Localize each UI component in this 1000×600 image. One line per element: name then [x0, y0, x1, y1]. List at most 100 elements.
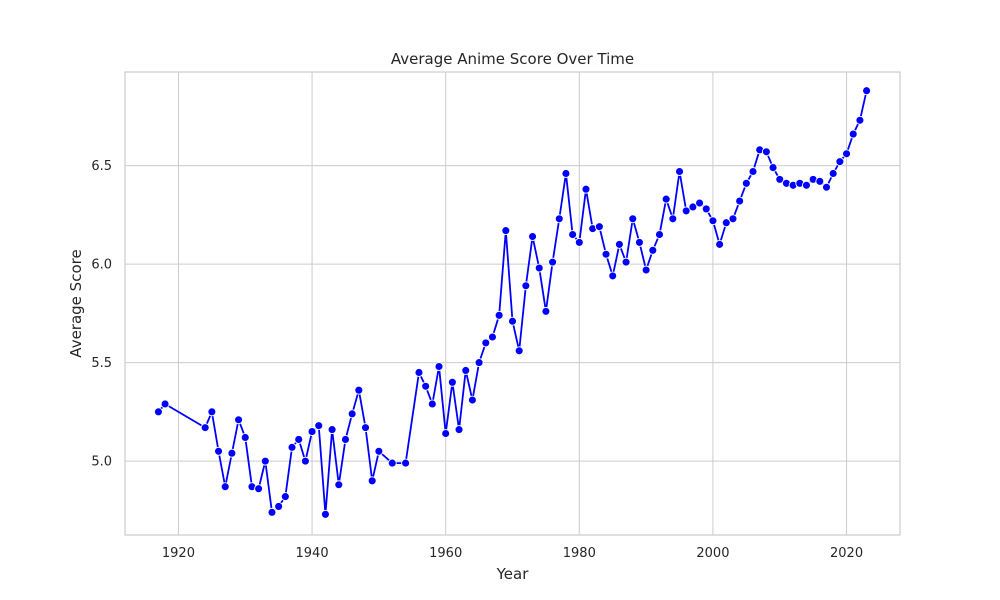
data-point: [855, 115, 865, 125]
data-point: [461, 366, 471, 375]
data-point: [320, 509, 330, 519]
data-point: [661, 194, 671, 204]
data-point: [554, 214, 564, 224]
data-point: [768, 163, 778, 173]
data-point: [775, 174, 785, 184]
data-point: [414, 368, 424, 377]
data-point: [280, 492, 290, 502]
data-point: [541, 306, 551, 316]
data-point: [828, 169, 838, 178]
data-point: [594, 222, 604, 232]
data-point: [374, 446, 384, 456]
x-tick-labels: 1920 1940 1960 1980 2000 2020: [162, 546, 863, 561]
data-point: [815, 176, 825, 186]
data-point: [234, 415, 244, 425]
data-point: [608, 271, 618, 281]
data-point: [735, 196, 745, 206]
data-point: [287, 442, 297, 452]
data-point: [367, 476, 377, 486]
data-point: [467, 395, 477, 405]
data-point: [434, 362, 444, 371]
x-tick-label: 1940: [296, 546, 329, 561]
data-point: [548, 257, 558, 267]
data-point: [300, 456, 310, 466]
data-point: [207, 407, 217, 417]
data-point: [534, 263, 544, 273]
y-axis-title: Average Score: [67, 249, 85, 357]
y-tick-label: 5.5: [91, 356, 112, 371]
data-point: [621, 257, 631, 267]
data-point: [327, 425, 337, 435]
data-point: [401, 458, 411, 468]
data-point: [153, 407, 163, 417]
plot-area: [124, 71, 901, 536]
x-tick-label: 1920: [162, 546, 195, 561]
data-point: [715, 239, 725, 249]
data-point: [641, 265, 651, 275]
data-point: [761, 147, 771, 157]
x-tick-label: 2020: [830, 546, 863, 561]
x-tick-label: 2000: [696, 546, 729, 561]
data-point: [341, 434, 350, 444]
data-point: [454, 425, 464, 435]
data-point: [160, 399, 170, 409]
y-tick-label: 6.5: [91, 159, 112, 174]
data-point: [481, 338, 491, 348]
data-point: [601, 249, 611, 259]
data-point: [741, 178, 751, 188]
data-point: [802, 180, 811, 190]
data-point: [347, 409, 357, 419]
data-point: [695, 198, 705, 208]
data-point: [421, 381, 431, 391]
data-point: [628, 214, 638, 224]
data-point: [447, 377, 457, 387]
data-point: [688, 202, 698, 212]
data-point: [501, 226, 511, 236]
data-point: [581, 184, 591, 194]
x-tick-label: 1980: [563, 546, 596, 561]
data-point: [508, 316, 517, 326]
data-point: [354, 385, 364, 395]
data-point: [728, 214, 738, 224]
data-point: [427, 399, 437, 409]
data-point: [675, 167, 684, 176]
data-point: [240, 433, 250, 442]
data-point: [568, 230, 578, 239]
data-point: [721, 218, 731, 228]
data-point: [842, 149, 852, 159]
data-point: [634, 237, 644, 247]
data-point: [307, 427, 317, 437]
data-point: [668, 214, 678, 224]
chart-title: Average Anime Score Over Time: [391, 50, 634, 68]
data-point: [862, 86, 872, 96]
data-point: [848, 129, 858, 139]
data-point: [254, 484, 264, 494]
data-series: [153, 86, 872, 519]
data-point: [314, 421, 324, 431]
x-tick-label: 1960: [429, 546, 462, 561]
x-axis-title: Year: [496, 565, 530, 583]
data-point: [574, 237, 584, 247]
data-point: [387, 458, 397, 468]
data-point: [267, 507, 277, 517]
data-point: [835, 157, 845, 167]
data-point: [214, 446, 223, 456]
data-point: [220, 482, 230, 492]
data-point: [614, 239, 624, 249]
data-point: [681, 206, 691, 216]
y-tick-label: 5.0: [91, 455, 112, 470]
y-tick-label: 6.0: [91, 258, 112, 273]
data-point: [488, 332, 497, 342]
data-point: [521, 281, 531, 291]
data-point: [441, 429, 451, 438]
data-point: [200, 423, 210, 433]
data-point: [361, 423, 370, 433]
data-point: [748, 167, 758, 176]
data-point: [494, 310, 504, 320]
data-point: [227, 448, 237, 458]
data-point: [655, 230, 664, 239]
data-point: [648, 245, 658, 255]
data-point: [334, 480, 344, 490]
data-point: [294, 434, 304, 444]
